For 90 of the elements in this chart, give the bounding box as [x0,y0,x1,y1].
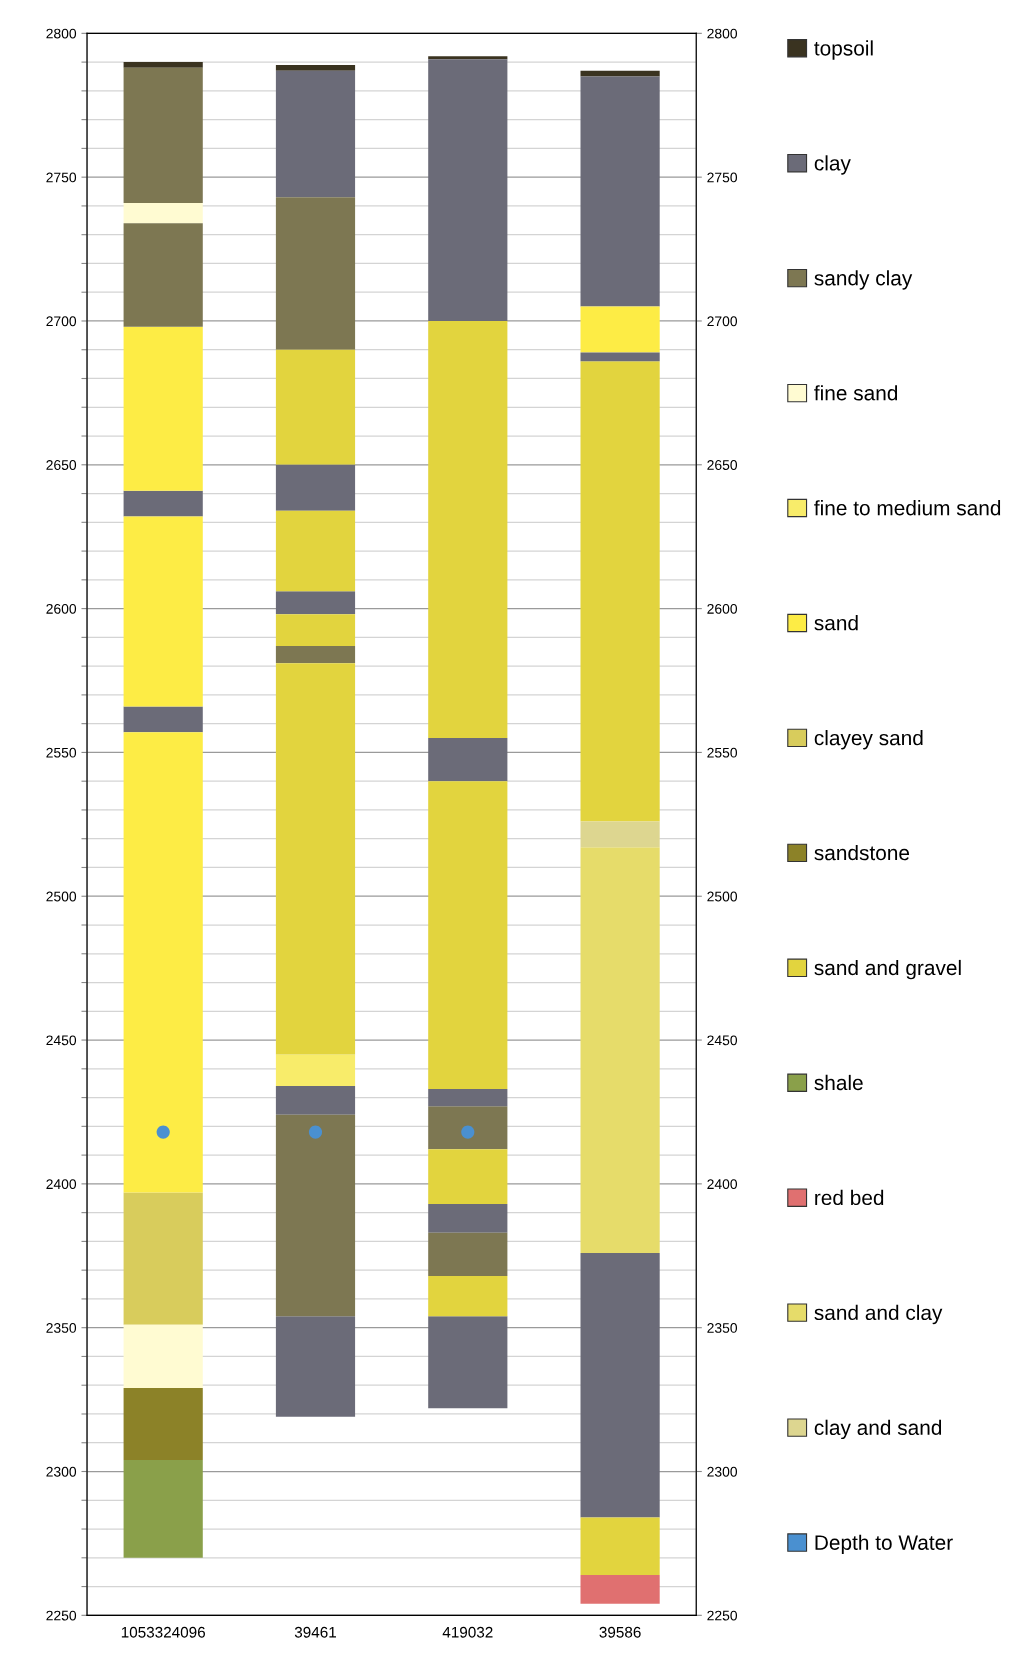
y-tick-label: 2300 [46,1466,77,1477]
legend-label: sand [814,615,858,631]
bar [428,1316,508,1409]
bar [275,663,356,1055]
y2-tick-label: 2400 [707,1179,738,1190]
y2-tick-label: 2500 [707,891,738,902]
y-tick-label: 2550 [46,747,77,758]
bar [428,1106,508,1150]
y-tick-label: 2650 [46,460,77,470]
legend-label: sand and clay [814,1304,943,1325]
bar [428,1088,508,1107]
legend-label: shale [814,1074,863,1091]
bar [428,1149,508,1205]
y-tick-label: 2250 [46,1610,77,1621]
y2-tick-label: 2250 [707,1610,738,1621]
legend-label: fine to medium sand [814,500,1001,516]
y2-tick-label: 2650 [707,460,738,470]
bar [428,320,508,739]
y-tick-label: 2450 [46,1035,77,1046]
bar [123,203,203,224]
bar [428,1275,508,1317]
y-tick-label: 2600 [46,603,77,614]
y2-tick-label: 2750 [707,172,738,183]
bar [123,516,203,707]
bar [580,1252,660,1518]
legend-label: topsoil [814,40,873,60]
bar [123,490,203,517]
bar [275,64,356,71]
bar [580,1575,660,1604]
x-tick-label: 39461 [294,1626,336,1638]
legend-label: fine sand [814,385,898,401]
x-tick-label: 39586 [599,1626,641,1638]
bar [428,1204,508,1233]
y2-tick-label: 2800 [707,28,738,39]
bar [580,821,660,848]
bar [580,76,660,307]
bar [123,223,203,327]
bar [123,1192,203,1325]
bar [275,70,356,198]
bar [428,781,508,1089]
bar [275,197,356,350]
y2-tick-label: 2450 [707,1035,738,1046]
legend-label: clay [814,155,851,175]
legend-label: clay and sand [814,1419,942,1440]
bar [580,361,660,822]
legend-label: clayey sand [814,730,923,750]
x-tick-label: 419032 [442,1626,493,1638]
bar [123,1324,203,1389]
legend-label: red bed [815,1189,884,1206]
bar [428,1232,508,1276]
bar [123,67,203,204]
bar [275,1054,356,1087]
legend-label: sand and gravel [814,959,961,980]
legend-label: sandstone [814,844,910,861]
bar [580,352,660,362]
bar [123,706,203,733]
bar [428,738,508,782]
y-tick-label: 2400 [46,1179,77,1190]
y2-tick-label: 2550 [707,747,738,758]
y-tick-label: 2350 [46,1323,77,1333]
y-tick-label: 2700 [46,316,77,327]
y-tick-label: 2800 [46,28,77,39]
bar [123,1460,203,1558]
y2-tick-label: 2300 [707,1466,738,1477]
y2-tick-label: 2600 [707,603,738,614]
bar [123,62,203,68]
bar [428,56,508,60]
bar [580,306,660,353]
bar [580,1517,660,1576]
y-tick-label: 2750 [46,172,77,183]
y2-tick-label: 2700 [707,316,738,327]
bar [275,1316,356,1417]
bar [275,349,356,465]
bar [275,1086,356,1115]
bar [123,732,203,1193]
bar [275,614,356,646]
bar [580,847,660,1253]
legend-label: sandy clay [814,270,913,290]
bar [123,1388,203,1460]
bar [428,59,508,321]
bar [275,591,356,615]
x-tick-label: 1053324096 [121,1626,205,1638]
bar [275,464,356,511]
legend-label: Depth to Water [815,1534,953,1555]
bar [275,646,356,664]
bar [275,1114,356,1317]
y-tick-label: 2500 [46,891,77,902]
bar [123,326,203,491]
bar [275,510,356,592]
y2-tick-label: 2350 [707,1323,738,1333]
